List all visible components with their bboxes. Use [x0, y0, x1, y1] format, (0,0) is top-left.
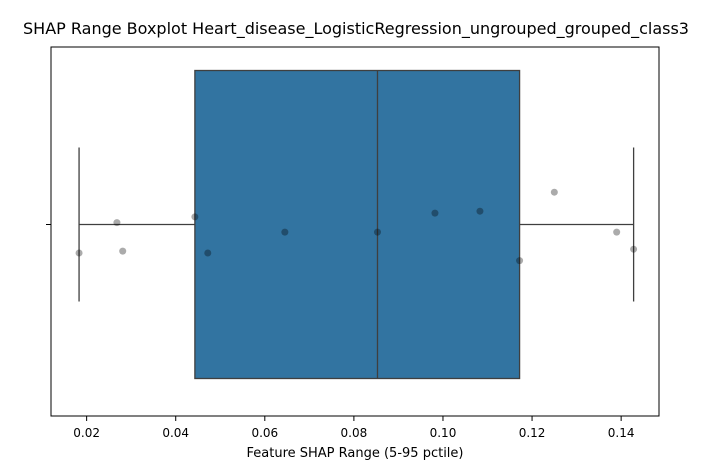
data-point [516, 257, 524, 265]
axes-frame [50, 46, 660, 417]
data-point [191, 213, 199, 221]
x-tick-label: 0.14 [608, 426, 635, 440]
x-axis-label: Feature SHAP Range (5-95 pctile) [247, 446, 464, 461]
x-tick-label: 0.10 [430, 426, 457, 440]
x-tick-label: 0.12 [519, 426, 546, 440]
data-point [613, 228, 621, 236]
x-tick-label: 0.04 [162, 426, 189, 440]
data-point [476, 207, 484, 215]
data-point [204, 249, 212, 257]
data-point [113, 219, 121, 227]
data-point [281, 228, 289, 236]
data-point [431, 209, 439, 217]
data-point [119, 247, 127, 255]
x-tick-label: 0.06 [251, 426, 278, 440]
data-point [373, 228, 381, 236]
x-axis: 0.02 0.04 0.06 0.08 0.10 0.12 0.14 [73, 416, 634, 440]
plot-area [75, 69, 638, 380]
data-point [630, 245, 638, 253]
data-point [550, 188, 558, 196]
x-tick-label: 0.02 [73, 426, 100, 440]
data-point [75, 249, 83, 257]
iqr-box [194, 69, 521, 380]
chart-title: SHAP Range Boxplot Heart_disease_Logisti… [23, 19, 689, 39]
x-tick-label: 0.08 [341, 426, 368, 440]
